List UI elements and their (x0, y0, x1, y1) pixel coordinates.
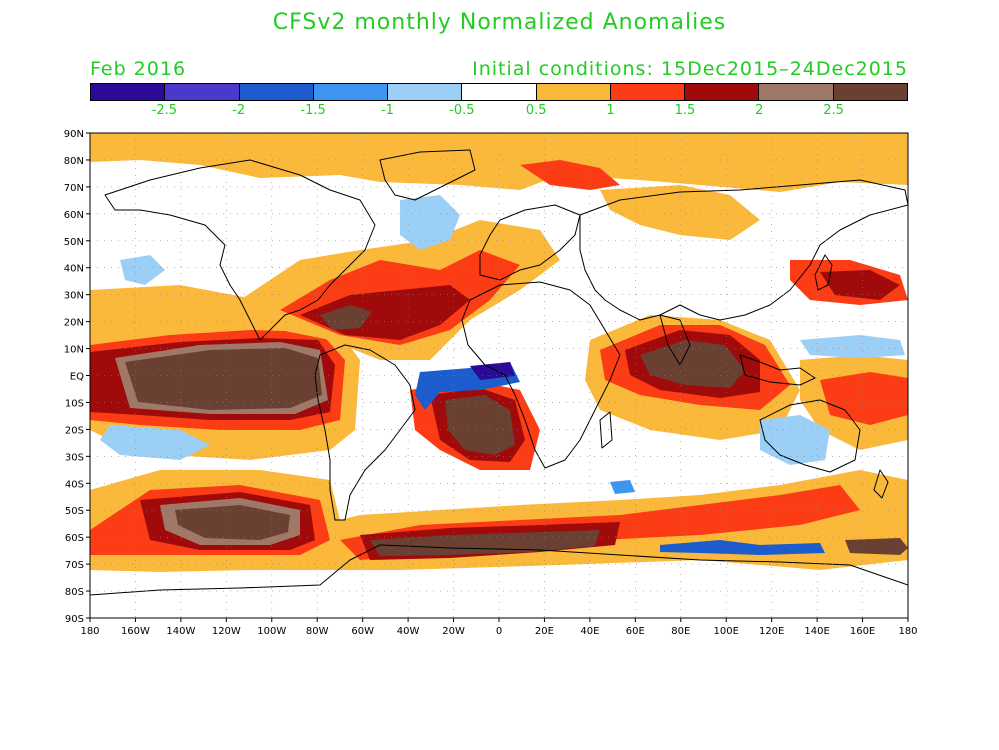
lon-label: 180 (80, 626, 99, 637)
anomaly-siberia (600, 185, 760, 240)
lon-label: 80W (306, 626, 329, 637)
lon-label: 140W (166, 626, 195, 637)
colorbar-segment (165, 84, 240, 100)
colorbar-label: 1 (606, 103, 615, 118)
lon-label: 60W (351, 626, 374, 637)
anomaly-south-atlantic-brown (445, 395, 515, 455)
colorbar-segment (610, 84, 686, 100)
lat-label: 40S (65, 479, 84, 490)
coastline-north-america (104, 159, 376, 341)
anomaly-south-indian-blue (610, 480, 635, 494)
colorbar-label: -0.5 (449, 103, 475, 118)
colorbar-label: 0.5 (525, 103, 547, 118)
coastline-australia (759, 399, 861, 473)
lon-label: 140E (804, 626, 829, 637)
colorbar-segment (313, 84, 389, 100)
lon-label: 180 (898, 626, 917, 637)
anomaly-antarctic-blue (660, 540, 825, 555)
coastline-africa (461, 281, 621, 469)
coastline-asia (579, 179, 908, 321)
colorbar-segment (685, 84, 760, 100)
anomaly-southern-ocean-brown (175, 505, 290, 540)
lat-label: 10N (64, 345, 84, 356)
lat-label: 60N (64, 210, 84, 221)
colorbar (90, 83, 908, 101)
anomaly-field (90, 133, 908, 618)
coastlines (90, 149, 908, 596)
lat-label: 30S (65, 452, 84, 463)
lat-label: 70S (65, 560, 84, 571)
anomaly-south-pacific-blue (100, 425, 210, 460)
lat-label: 90N (64, 129, 84, 140)
colorbar-label: -1 (380, 103, 394, 118)
coastline-south-america (314, 344, 416, 521)
lon-label: 0 (496, 626, 502, 637)
anomaly-ross-sea-brown (845, 538, 908, 555)
lat-label: EQ (70, 372, 84, 383)
lat-label: 50N (64, 237, 84, 248)
lon-label: 160E (850, 626, 875, 637)
lat-label: 20S (65, 425, 84, 436)
lat-label: 40N (64, 264, 84, 275)
colorbar-segment (239, 84, 314, 100)
anomaly-arctic-band (90, 133, 908, 192)
colorbar-segment (833, 84, 907, 100)
anomaly-west-pacific-equatorial-orange (820, 372, 908, 425)
lat-label: 90S (65, 614, 84, 625)
colorbar-label: 2.5 (823, 103, 844, 118)
chart-title: CFSv2 monthly Normalized Anomalies (272, 10, 727, 35)
coastline-madagascar (599, 411, 613, 449)
coastline-antarctica (90, 544, 908, 596)
lon-label: 40W (397, 626, 420, 637)
lat-label: 10S (65, 398, 84, 409)
lon-label: 100W (257, 626, 286, 637)
colorbar-label: -2.5 (151, 103, 178, 118)
lon-label: 60E (626, 626, 645, 637)
longitude-labels: 180 160W 140W 120W 100W 80W 60W 40W 20W 0 20E 40E 60… (80, 618, 918, 637)
anomaly-arctic-orange (520, 160, 620, 190)
lon-label: 80E (671, 626, 690, 637)
lon-label: 120W (212, 626, 241, 637)
coastline-new-zealand (873, 469, 889, 499)
lon-label: 160W (121, 626, 150, 637)
anomaly-north-pacific-east-blue (800, 335, 905, 358)
lat-label: 60S (65, 533, 84, 544)
lat-label: 80S (65, 587, 84, 598)
colorbar-label: -1.5 (300, 103, 326, 118)
lon-label: 40E (580, 626, 599, 637)
initial-conditions: Initial conditions: 15Dec2015–24Dec2015 (472, 58, 908, 80)
lon-label: 100E (714, 626, 739, 637)
anomaly-labrador-blue (400, 195, 460, 250)
anomaly-caribbean-brown (320, 305, 372, 330)
colorbar-segment (536, 84, 611, 100)
anomaly-north-pacific-blue (120, 255, 165, 285)
colorbar-label: 2 (755, 103, 764, 118)
colorbar-label: 1.5 (674, 103, 696, 118)
lat-label: 80N (64, 156, 84, 167)
lon-label: 20E (535, 626, 554, 637)
coastline-indonesia (739, 354, 816, 386)
anomaly-west-pacific-red (820, 270, 900, 300)
colorbar-labels: -2.5 -2 -1.5 -1 -0.5 0.5 1 1.5 2 2.5 (90, 103, 908, 121)
lat-label: 20N (64, 318, 84, 329)
anomaly-indian-brown (640, 340, 745, 388)
anomaly-antarctic-coast-brown (370, 530, 600, 556)
lat-label: 30N (64, 291, 84, 302)
lat-label: 50S (65, 506, 84, 517)
colorbar-segment (388, 84, 463, 100)
coastline-india (659, 314, 691, 366)
latitude-labels: 90N 80N 70N 60N 50N 40N 30N 20N 10N EQ 10S 20S 30S 40… (64, 129, 90, 625)
colorbar-segment (91, 84, 166, 100)
lon-label: 20W (442, 626, 465, 637)
colorbar-label: -2 (232, 103, 246, 118)
anomaly-pacific-brown (125, 348, 322, 410)
valid-month: Feb 2016 (90, 58, 187, 80)
coastline-greenland (379, 149, 476, 201)
coastline-japan (814, 254, 833, 291)
colorbar-segment (462, 84, 537, 100)
colorbar-segment (759, 84, 834, 100)
lat-label: 70N (64, 183, 84, 194)
lon-label: 120E (759, 626, 784, 637)
